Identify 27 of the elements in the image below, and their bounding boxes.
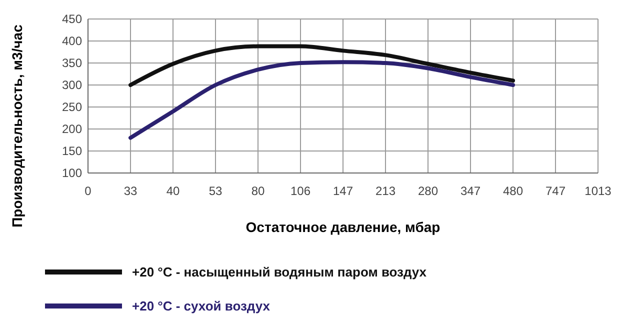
x-axis-title: Остаточное давление, мбар (246, 219, 440, 235)
x-tick-label: 347 (460, 184, 481, 198)
y-tick-label: 350 (62, 56, 82, 70)
x-tick-label: 747 (545, 184, 566, 198)
line-series (128, 44, 515, 87)
x-tick-label: 80 (251, 184, 265, 198)
y-tick-label: 300 (62, 78, 82, 92)
text: +20 °C - насыщенный водяным паром воздух (132, 264, 428, 280)
y-tick-label: 250 (62, 100, 82, 114)
x-tick-label: 1013 (584, 184, 612, 198)
x-tick-label: 480 (502, 184, 524, 198)
x-tick-label: 280 (418, 184, 438, 198)
x-tick-label: 0 (84, 184, 92, 198)
y-tick-label: 150 (62, 144, 82, 158)
x-tick-label: 40 (166, 184, 180, 198)
y-tick-label: 400 (62, 34, 82, 48)
text: +20 °C - сухой воздух (132, 298, 271, 314)
x-tick-label: 53 (208, 184, 222, 198)
x-tick-label: 106 (290, 184, 311, 198)
x-tick-label: 147 (332, 184, 354, 198)
y-tick-label: 100 (62, 166, 82, 180)
x-tick-label: 33 (124, 184, 138, 198)
y-axis-title: Производительность, м3/час (9, 24, 25, 228)
x-tick-label: 213 (375, 184, 396, 198)
y-tick-label: 200 (62, 122, 82, 136)
y-tick-label: 450 (62, 12, 82, 26)
line-series (128, 60, 515, 140)
